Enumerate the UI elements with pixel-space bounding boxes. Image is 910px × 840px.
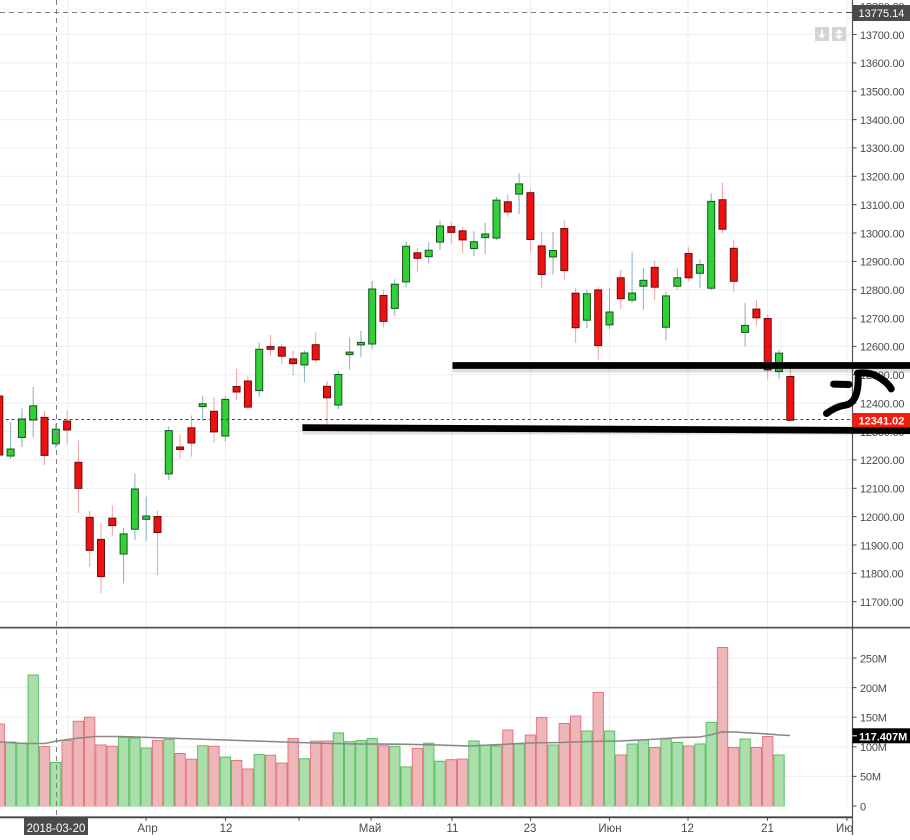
svg-text:50M: 50M [860,772,881,784]
svg-text:21: 21 [761,823,774,835]
svg-text:150M: 150M [860,713,887,725]
svg-text:117.407M: 117.407M [859,731,907,743]
svg-text:12900.00: 12900.00 [860,257,904,269]
svg-text:2018-03-20: 2018-03-20 [27,823,86,835]
svg-text:23: 23 [524,823,537,835]
svg-text:12800.00: 12800.00 [860,285,904,297]
svg-text:250M: 250M [860,653,887,665]
svg-text:13700.00: 13700.00 [860,30,904,42]
svg-text:12341.02: 12341.02 [859,416,905,428]
svg-text:13100.00: 13100.00 [860,200,904,212]
svg-text:Май: Май [359,823,382,835]
svg-text:Ию: Ию [836,823,853,835]
svg-text:13400.00: 13400.00 [860,115,904,127]
svg-text:12700.00: 12700.00 [860,313,904,325]
svg-text:100M: 100M [860,742,887,754]
svg-text:0: 0 [860,801,866,813]
svg-text:12600.00: 12600.00 [860,342,904,354]
svg-text:13300.00: 13300.00 [860,143,904,155]
svg-text:12000.00: 12000.00 [860,512,904,524]
svg-text:12100.00: 12100.00 [860,484,904,496]
svg-text:13200.00: 13200.00 [860,172,904,184]
svg-text:13000.00: 13000.00 [860,228,904,240]
svg-text:Июн: Июн [598,823,621,835]
svg-text:12: 12 [220,823,233,835]
svg-text:200M: 200M [860,683,887,695]
svg-text:11900.00: 11900.00 [860,540,904,552]
svg-text:12200.00: 12200.00 [860,455,904,467]
svg-text:11: 11 [447,823,459,835]
svg-text:12400.00: 12400.00 [860,399,904,411]
svg-text:13775.14: 13775.14 [859,8,905,20]
svg-text:13500.00: 13500.00 [860,87,904,99]
svg-text:Апр: Апр [137,823,157,835]
svg-text:11800.00: 11800.00 [860,569,904,581]
svg-text:12: 12 [681,823,694,835]
svg-text:13600.00: 13600.00 [860,58,904,70]
svg-text:11700.00: 11700.00 [860,597,904,609]
